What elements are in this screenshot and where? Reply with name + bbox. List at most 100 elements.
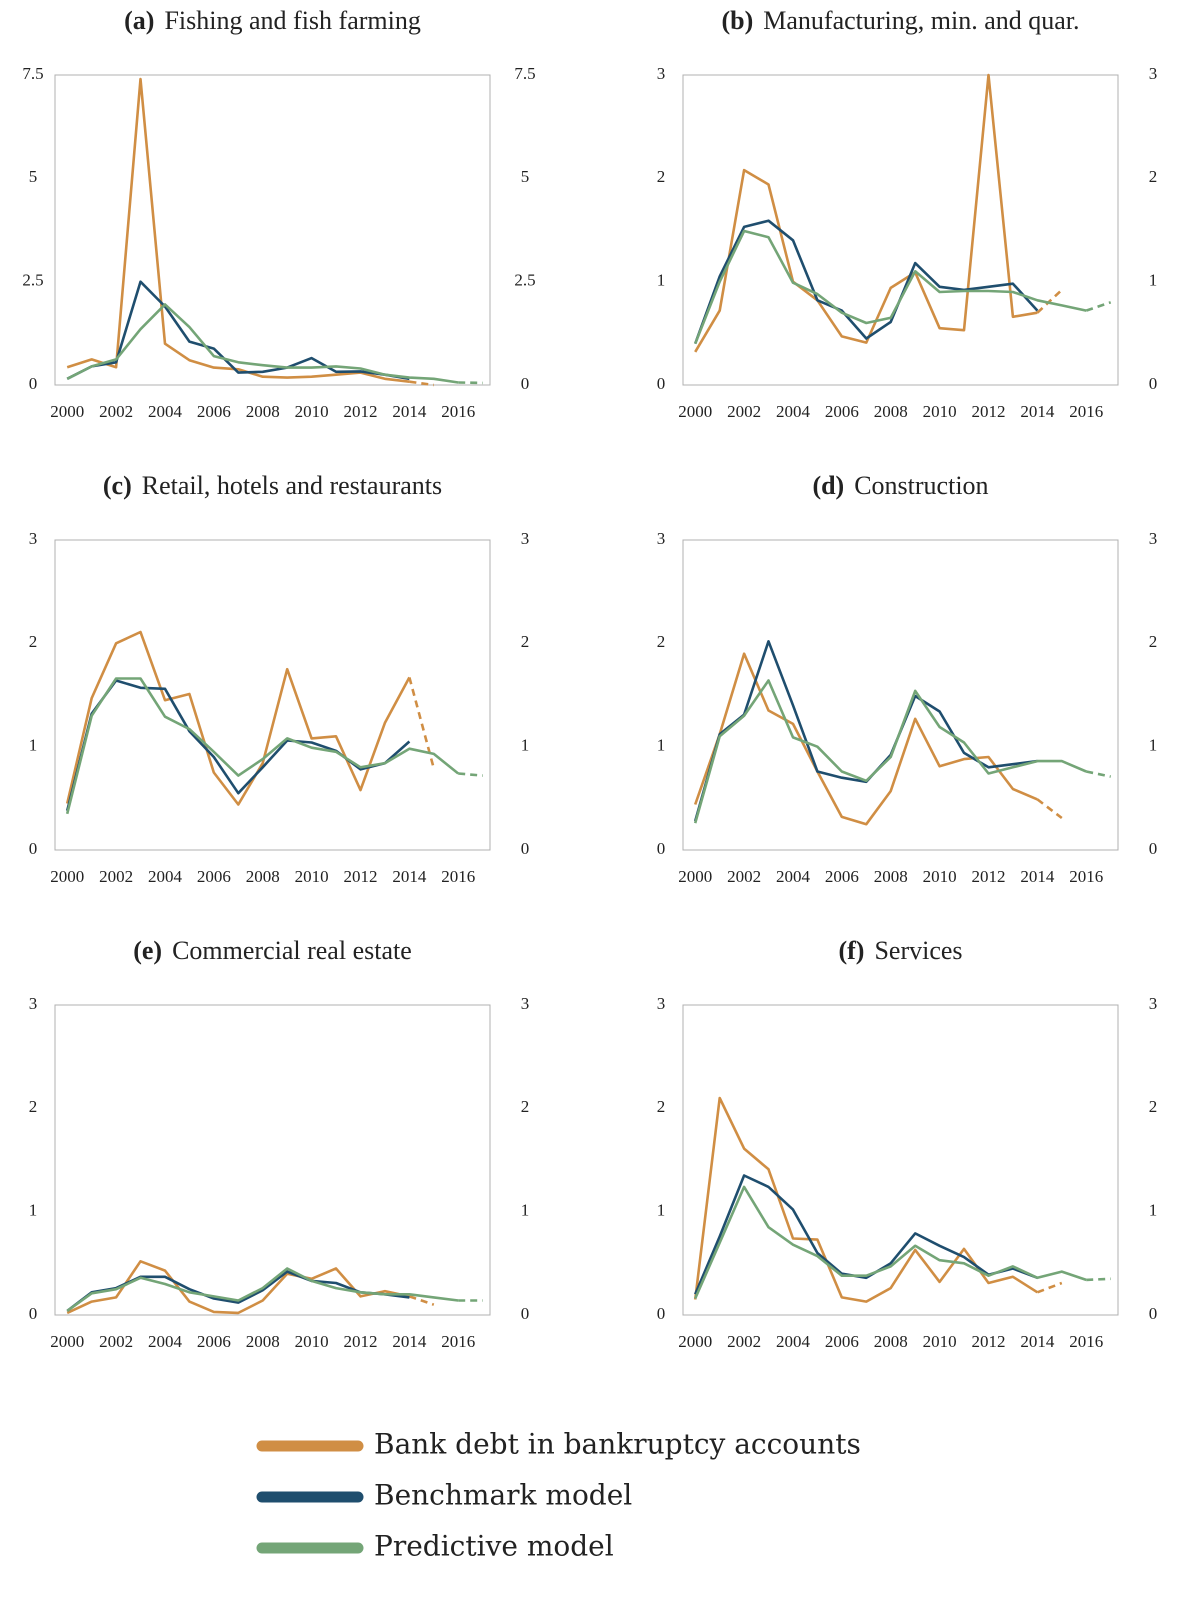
plot-frame xyxy=(54,74,491,386)
chart-title: (b) Manufacturing, min. and quar. xyxy=(721,6,1079,35)
x-tick-label: 2006 xyxy=(197,1332,231,1351)
panel-label: (a) xyxy=(124,6,154,35)
x-tick-label: 2000 xyxy=(50,1332,84,1351)
title-text: Services xyxy=(874,936,962,965)
y2-tick-label: 2 xyxy=(1149,167,1158,186)
series-line xyxy=(65,630,411,806)
x-tick-label: 2012 xyxy=(971,1332,1005,1351)
series-line xyxy=(65,679,411,812)
series-line-dashed xyxy=(408,1295,435,1306)
series-line xyxy=(66,303,459,384)
x-tick-label: 2000 xyxy=(678,1332,712,1351)
series-line xyxy=(694,73,1038,353)
series-line xyxy=(65,677,460,815)
x-tick-label: 2002 xyxy=(727,867,761,886)
x-tick-label: 2014 xyxy=(1020,1332,1055,1351)
y-tick-label: 7.5 xyxy=(22,64,43,83)
y2-tick-label: 5 xyxy=(521,167,530,186)
plot-frame xyxy=(682,539,1119,851)
x-tick-label: 2016 xyxy=(441,867,475,886)
y2-tick-label: 0 xyxy=(521,1304,530,1323)
legend-label: Predictive model xyxy=(374,1530,614,1563)
chart-title: (f) Services xyxy=(838,936,962,965)
y2-tick-label: 0 xyxy=(1149,1304,1158,1323)
y2-tick-label: 2 xyxy=(1149,1097,1158,1116)
x-tick-label: 2002 xyxy=(727,1332,761,1351)
x-tick-label: 2010 xyxy=(295,402,329,421)
y-tick-label: 1 xyxy=(657,1201,666,1220)
y-tick-label: 0 xyxy=(657,374,666,393)
x-tick-label: 2006 xyxy=(197,402,231,421)
chart-title: (d) Construction xyxy=(812,471,988,500)
x-tick-label: 2000 xyxy=(50,402,84,421)
y-tick-label: 3 xyxy=(657,64,666,83)
series-line xyxy=(694,1174,1038,1295)
panel-label: (b) xyxy=(721,6,753,35)
y2-tick-label: 2 xyxy=(1149,632,1158,651)
title-text: Manufacturing, min. and quar. xyxy=(763,6,1079,35)
y2-tick-label: 1 xyxy=(521,1201,530,1220)
y-tick-label: 1 xyxy=(29,1201,38,1220)
x-tick-label: 2014 xyxy=(392,867,427,886)
x-tick-label: 2006 xyxy=(825,402,859,421)
x-tick-label: 2002 xyxy=(99,867,133,886)
y2-tick-label: 0 xyxy=(521,374,530,393)
y-tick-label: 0 xyxy=(657,839,666,858)
x-tick-label: 2010 xyxy=(923,402,957,421)
title-text: Construction xyxy=(854,471,988,500)
x-tick-label: 2012 xyxy=(971,867,1005,886)
y-tick-label: 2.5 xyxy=(22,271,43,290)
x-tick-label: 2006 xyxy=(825,867,859,886)
y-tick-label: 1 xyxy=(657,736,666,755)
x-tick-label: 2004 xyxy=(148,867,183,886)
x-tick-label: 2010 xyxy=(295,867,329,886)
y-tick-label: 2 xyxy=(29,1097,38,1116)
y-tick-label: 5 xyxy=(29,167,38,186)
x-tick-label: 2014 xyxy=(1020,867,1055,886)
y-tick-label: 1 xyxy=(29,736,38,755)
y-tick-label: 2 xyxy=(657,632,666,651)
x-tick-label: 2016 xyxy=(441,402,475,421)
y-tick-label: 3 xyxy=(29,529,38,548)
y-tick-label: 3 xyxy=(657,994,666,1013)
x-tick-label: 2012 xyxy=(971,402,1005,421)
y-tick-label: 0 xyxy=(29,839,38,858)
x-tick-label: 2012 xyxy=(343,1332,377,1351)
series-line xyxy=(66,280,410,381)
x-tick-label: 2008 xyxy=(874,402,908,421)
x-tick-label: 2000 xyxy=(678,402,712,421)
x-tick-label: 2016 xyxy=(1069,867,1103,886)
chart-title: (e) Commercial real estate xyxy=(133,936,412,965)
y-tick-label: 3 xyxy=(657,529,666,548)
x-tick-label: 2002 xyxy=(99,1332,133,1351)
y2-tick-label: 2 xyxy=(521,1097,530,1116)
plot-frame xyxy=(682,74,1119,386)
y2-tick-label: 1 xyxy=(521,736,530,755)
y-tick-label: 0 xyxy=(29,374,38,393)
series-line-dashed xyxy=(408,677,436,769)
chart-title: (c) Retail, hotels and restaurants xyxy=(103,471,442,500)
plot-frame xyxy=(682,1004,1119,1316)
x-tick-label: 2010 xyxy=(295,1332,329,1351)
x-tick-label: 2014 xyxy=(392,1332,427,1351)
y2-tick-label: 1 xyxy=(1149,736,1158,755)
title-text: Commercial real estate xyxy=(172,936,412,965)
y2-tick-label: 0 xyxy=(1149,839,1158,858)
x-tick-label: 2008 xyxy=(246,867,280,886)
y2-tick-label: 2 xyxy=(521,632,530,651)
title-text: Retail, hotels and restaurants xyxy=(142,471,442,500)
y2-tick-label: 0 xyxy=(521,839,530,858)
series-line xyxy=(693,679,1087,824)
series-line-dashed xyxy=(1086,1277,1111,1282)
x-tick-label: 2010 xyxy=(923,867,957,886)
x-tick-label: 2004 xyxy=(776,1332,811,1351)
series-line xyxy=(693,1096,1039,1303)
y2-tick-label: 0 xyxy=(1149,374,1158,393)
x-tick-label: 2012 xyxy=(343,402,377,421)
series-line-dashed xyxy=(1036,288,1063,314)
x-tick-label: 2004 xyxy=(776,402,811,421)
x-tick-label: 2016 xyxy=(1069,402,1103,421)
legend-label: Bank debt in bankruptcy accounts xyxy=(374,1428,861,1461)
x-tick-label: 2004 xyxy=(776,867,811,886)
